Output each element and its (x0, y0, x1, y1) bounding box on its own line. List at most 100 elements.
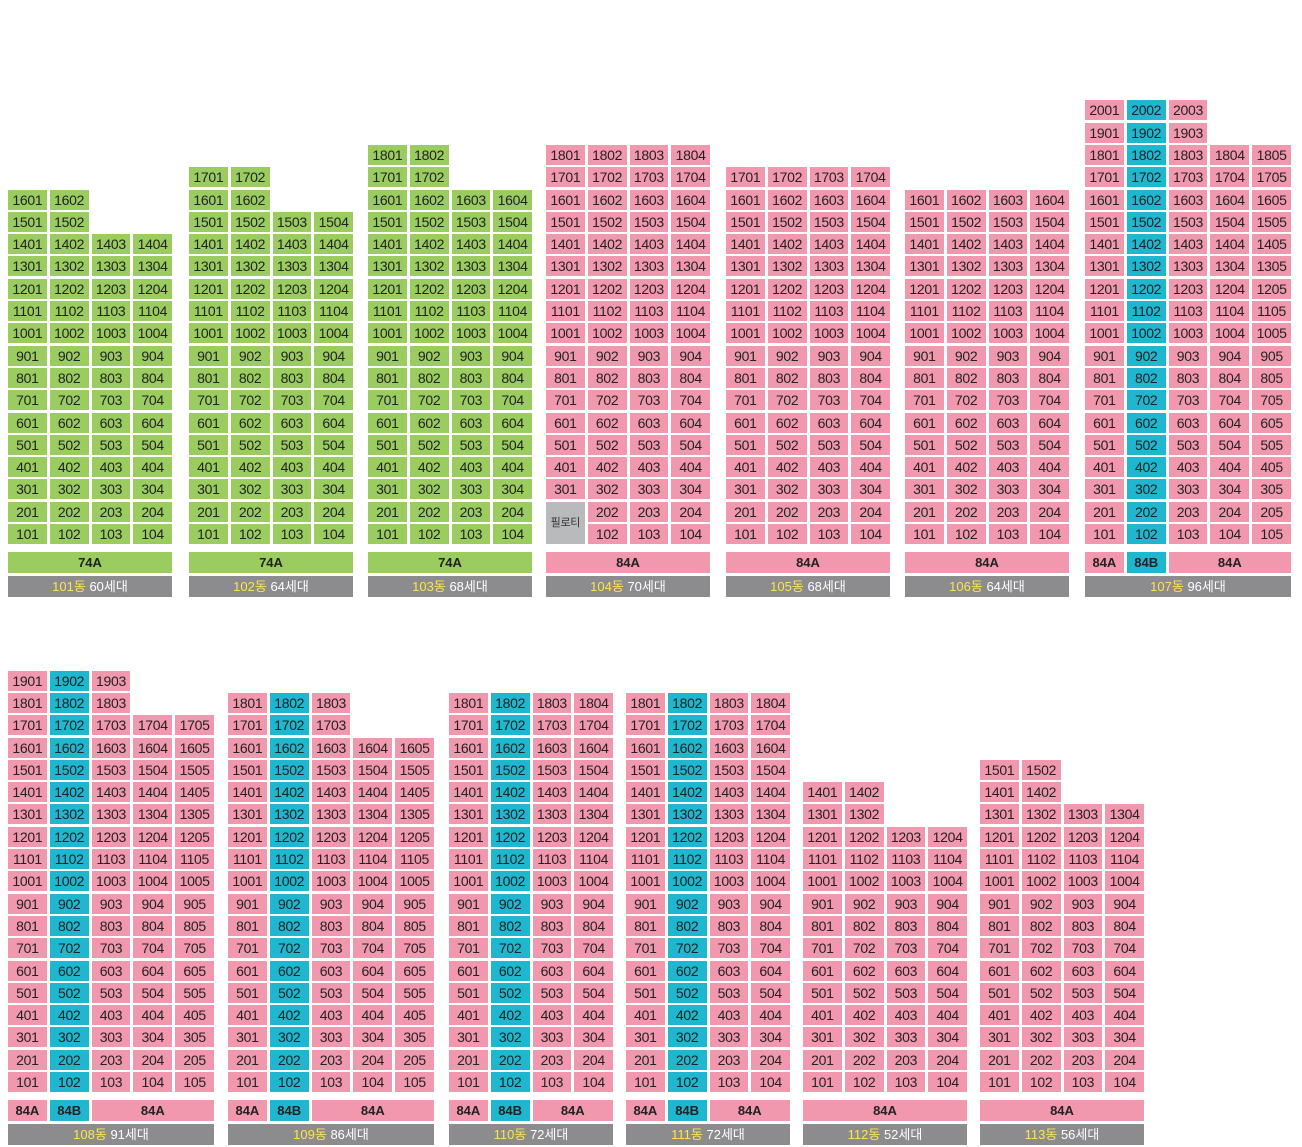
unit-1902[interactable]: 1902 (49, 670, 89, 691)
unit-103[interactable]: 103 (629, 524, 669, 544)
unit-1003[interactable]: 1003 (451, 323, 491, 344)
unit-302[interactable]: 302 (946, 479, 986, 500)
unit-1602[interactable]: 1602 (49, 189, 89, 210)
unit-204[interactable]: 204 (928, 1049, 967, 1070)
unit-101[interactable]: 101 (228, 1072, 267, 1092)
unit-603[interactable]: 603 (809, 412, 849, 433)
unit-1104[interactable]: 1104 (353, 849, 393, 869)
unit-2003[interactable]: 2003 (1168, 100, 1208, 121)
unit-1801[interactable]: 1801 (626, 692, 665, 713)
unit-1403[interactable]: 1403 (809, 234, 849, 255)
unit-604[interactable]: 604 (574, 960, 613, 981)
unit-302[interactable]: 302 (767, 479, 807, 500)
unit-503[interactable]: 503 (988, 434, 1028, 455)
unit-901[interactable]: 901 (228, 893, 267, 914)
unit-203[interactable]: 203 (709, 1049, 749, 1070)
unit-1303[interactable]: 1303 (629, 256, 669, 277)
unit-1601[interactable]: 1601 (1085, 189, 1124, 210)
unit-1003[interactable]: 1003 (886, 871, 926, 892)
unit-1402[interactable]: 1402 (1126, 234, 1166, 255)
unit-704[interactable]: 704 (574, 938, 613, 959)
unit-1802[interactable]: 1802 (667, 692, 707, 713)
unit-603[interactable]: 603 (451, 412, 491, 433)
unit-602[interactable]: 602 (409, 412, 449, 433)
unit-1104[interactable]: 1104 (314, 301, 353, 321)
unit-1401[interactable]: 1401 (8, 782, 47, 803)
unit-1003[interactable]: 1003 (532, 871, 572, 892)
unit-1804[interactable]: 1804 (671, 144, 710, 165)
unit-1202[interactable]: 1202 (844, 826, 884, 847)
unit-1704[interactable]: 1704 (751, 715, 790, 736)
unit-105[interactable]: 105 (1252, 524, 1291, 544)
unit-1603[interactable]: 1603 (709, 737, 749, 758)
unit-702[interactable]: 702 (844, 938, 884, 959)
unit-1605[interactable]: 1605 (1252, 189, 1291, 210)
unit-702[interactable]: 702 (490, 938, 530, 959)
unit-801[interactable]: 801 (8, 367, 47, 388)
unit-403[interactable]: 403 (451, 457, 491, 478)
unit-1302[interactable]: 1302 (490, 804, 530, 825)
unit-204[interactable]: 204 (133, 501, 172, 522)
unit-1402[interactable]: 1402 (1021, 782, 1061, 803)
unit-401[interactable]: 401 (189, 457, 228, 478)
unit-1303[interactable]: 1303 (451, 256, 491, 277)
unit-903[interactable]: 903 (451, 345, 491, 366)
unit-1004[interactable]: 1004 (851, 323, 890, 344)
unit-703[interactable]: 703 (91, 390, 131, 411)
unit-1205[interactable]: 1205 (175, 826, 214, 847)
unit-1102[interactable]: 1102 (667, 849, 707, 869)
unit-1403[interactable]: 1403 (629, 234, 669, 255)
unit-304[interactable]: 304 (928, 1027, 967, 1048)
unit-1701[interactable]: 1701 (546, 167, 585, 188)
unit-1402[interactable]: 1402 (767, 234, 807, 255)
unit-1101[interactable]: 1101 (189, 301, 228, 321)
unit-1605[interactable]: 1605 (395, 737, 434, 758)
unit-1204[interactable]: 1204 (353, 826, 393, 847)
unit-403[interactable]: 403 (532, 1005, 572, 1026)
unit-1305[interactable]: 1305 (1252, 256, 1291, 277)
unit-1005[interactable]: 1005 (1252, 323, 1291, 344)
unit-1402[interactable]: 1402 (490, 782, 530, 803)
unit-601[interactable]: 601 (8, 960, 47, 981)
unit-804[interactable]: 804 (133, 367, 172, 388)
unit-402[interactable]: 402 (409, 457, 449, 478)
unit-601[interactable]: 601 (980, 960, 1019, 981)
unit-203[interactable]: 203 (91, 1049, 131, 1070)
unit-305[interactable]: 305 (395, 1027, 434, 1048)
unit-304[interactable]: 304 (493, 479, 532, 500)
unit-1404[interactable]: 1404 (353, 782, 393, 803)
unit-1504[interactable]: 1504 (353, 759, 393, 780)
unit-702[interactable]: 702 (587, 390, 627, 411)
unit-504[interactable]: 504 (1030, 434, 1069, 455)
unit-603[interactable]: 603 (91, 960, 131, 981)
unit-1401[interactable]: 1401 (546, 234, 585, 255)
unit-303[interactable]: 303 (311, 1027, 351, 1048)
unit-1203[interactable]: 1203 (1063, 826, 1103, 847)
unit-1402[interactable]: 1402 (269, 782, 309, 803)
unit-104[interactable]: 104 (574, 1072, 613, 1092)
unit-1103[interactable]: 1103 (809, 301, 849, 321)
unit-1203[interactable]: 1203 (532, 826, 572, 847)
unit-1001[interactable]: 1001 (8, 871, 47, 892)
unit-802[interactable]: 802 (767, 367, 807, 388)
unit-402[interactable]: 402 (1126, 457, 1166, 478)
unit-601[interactable]: 601 (626, 960, 665, 981)
unit-1303[interactable]: 1303 (532, 804, 572, 825)
unit-1602[interactable]: 1602 (409, 189, 449, 210)
unit-104[interactable]: 104 (314, 524, 353, 544)
unit-402[interactable]: 402 (587, 457, 627, 478)
unit-1004[interactable]: 1004 (1105, 871, 1144, 892)
unit-1201[interactable]: 1201 (8, 278, 47, 299)
unit-1304[interactable]: 1304 (133, 804, 173, 825)
unit-1502[interactable]: 1502 (409, 211, 449, 232)
unit-202[interactable]: 202 (409, 501, 449, 522)
unit-1002[interactable]: 1002 (587, 323, 627, 344)
unit-1404[interactable]: 1404 (133, 234, 172, 255)
unit-204[interactable]: 204 (1030, 501, 1069, 522)
unit-401[interactable]: 401 (8, 1005, 47, 1026)
unit-1002[interactable]: 1002 (1126, 323, 1166, 344)
unit-303[interactable]: 303 (1063, 1027, 1103, 1048)
unit-703[interactable]: 703 (1168, 390, 1208, 411)
unit-1103[interactable]: 1103 (451, 301, 491, 321)
unit-502[interactable]: 502 (269, 982, 309, 1003)
